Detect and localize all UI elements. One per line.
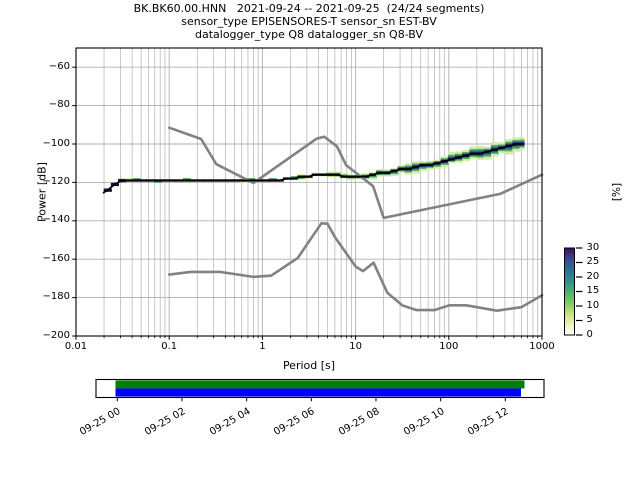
x-tick-label: 10 bbox=[349, 341, 362, 352]
colorbar-tick-label: 20 bbox=[586, 270, 600, 282]
x-tick-label: 0.1 bbox=[161, 341, 178, 352]
coverage-frame bbox=[95, 378, 545, 399]
y-tick-label: −120 bbox=[42, 175, 70, 187]
nlnm-noise-model-line bbox=[167, 222, 544, 313]
coverage-segments-bar bbox=[115, 388, 521, 397]
plot-frame bbox=[75, 47, 543, 337]
colorbar-gradient bbox=[564, 248, 575, 335]
title-line-3: datalogger_type Q8 datalogger_sn Q8-BV bbox=[194, 28, 424, 41]
coverage-data-bar bbox=[115, 380, 525, 389]
y-tick-label: −80 bbox=[48, 99, 70, 111]
x-tick-label: 100 bbox=[439, 341, 459, 352]
ppsd-band-fleck bbox=[153, 181, 163, 183]
colorbar-label: [%] bbox=[611, 182, 623, 202]
y-tick-label: −140 bbox=[42, 214, 70, 226]
y-tick-label: −160 bbox=[42, 252, 70, 264]
y-tick-label: −180 bbox=[42, 291, 70, 303]
ppsd-band-fleck bbox=[239, 181, 249, 183]
y-tick-label: −60 bbox=[48, 60, 70, 72]
x-tick-label: 1 bbox=[259, 341, 266, 352]
ppsd-band-core bbox=[519, 142, 525, 146]
colorbar-tick-label: 15 bbox=[586, 285, 600, 296]
y-tick-label: −200 bbox=[42, 329, 70, 341]
ppsd-band-fleck bbox=[132, 178, 141, 180]
ppsd-band-fleck bbox=[297, 177, 306, 180]
colorbar-tick-label: 25 bbox=[586, 256, 600, 267]
colorbar-tick-label: 5 bbox=[586, 314, 593, 325]
y-axis-label: Power [dB] bbox=[35, 162, 49, 222]
ppsd-band-fleck bbox=[290, 176, 299, 178]
x-axis-label: Period [s] bbox=[282, 359, 336, 372]
ppsd-mode-line bbox=[102, 143, 522, 194]
colorbar-frame bbox=[564, 247, 575, 336]
nhnm-noise-model-line bbox=[167, 126, 544, 220]
title-line-1: BK.BK60.00.HNN 2021-09-24 -- 2021-09-25 … bbox=[133, 2, 485, 15]
x-tick-label: 1000 bbox=[529, 341, 555, 352]
ppsd-band-fleck bbox=[268, 178, 277, 180]
y-tick-label: −100 bbox=[42, 137, 70, 149]
ppsd-band-fleck bbox=[247, 178, 256, 180]
colorbar-tick-label: 10 bbox=[586, 299, 600, 311]
ppsd-band-fleck bbox=[182, 178, 191, 180]
title-line-2: sensor_type EPISENSORES-T sensor_sn EST-… bbox=[181, 15, 437, 28]
ppsd-band-fleck bbox=[297, 174, 306, 176]
x-tick-label: 0.01 bbox=[64, 341, 88, 352]
colorbar-tick-label: 30 bbox=[586, 241, 600, 253]
colorbar-tick-label: 0 bbox=[586, 328, 593, 340]
ppsd-band-fleck bbox=[125, 178, 134, 180]
